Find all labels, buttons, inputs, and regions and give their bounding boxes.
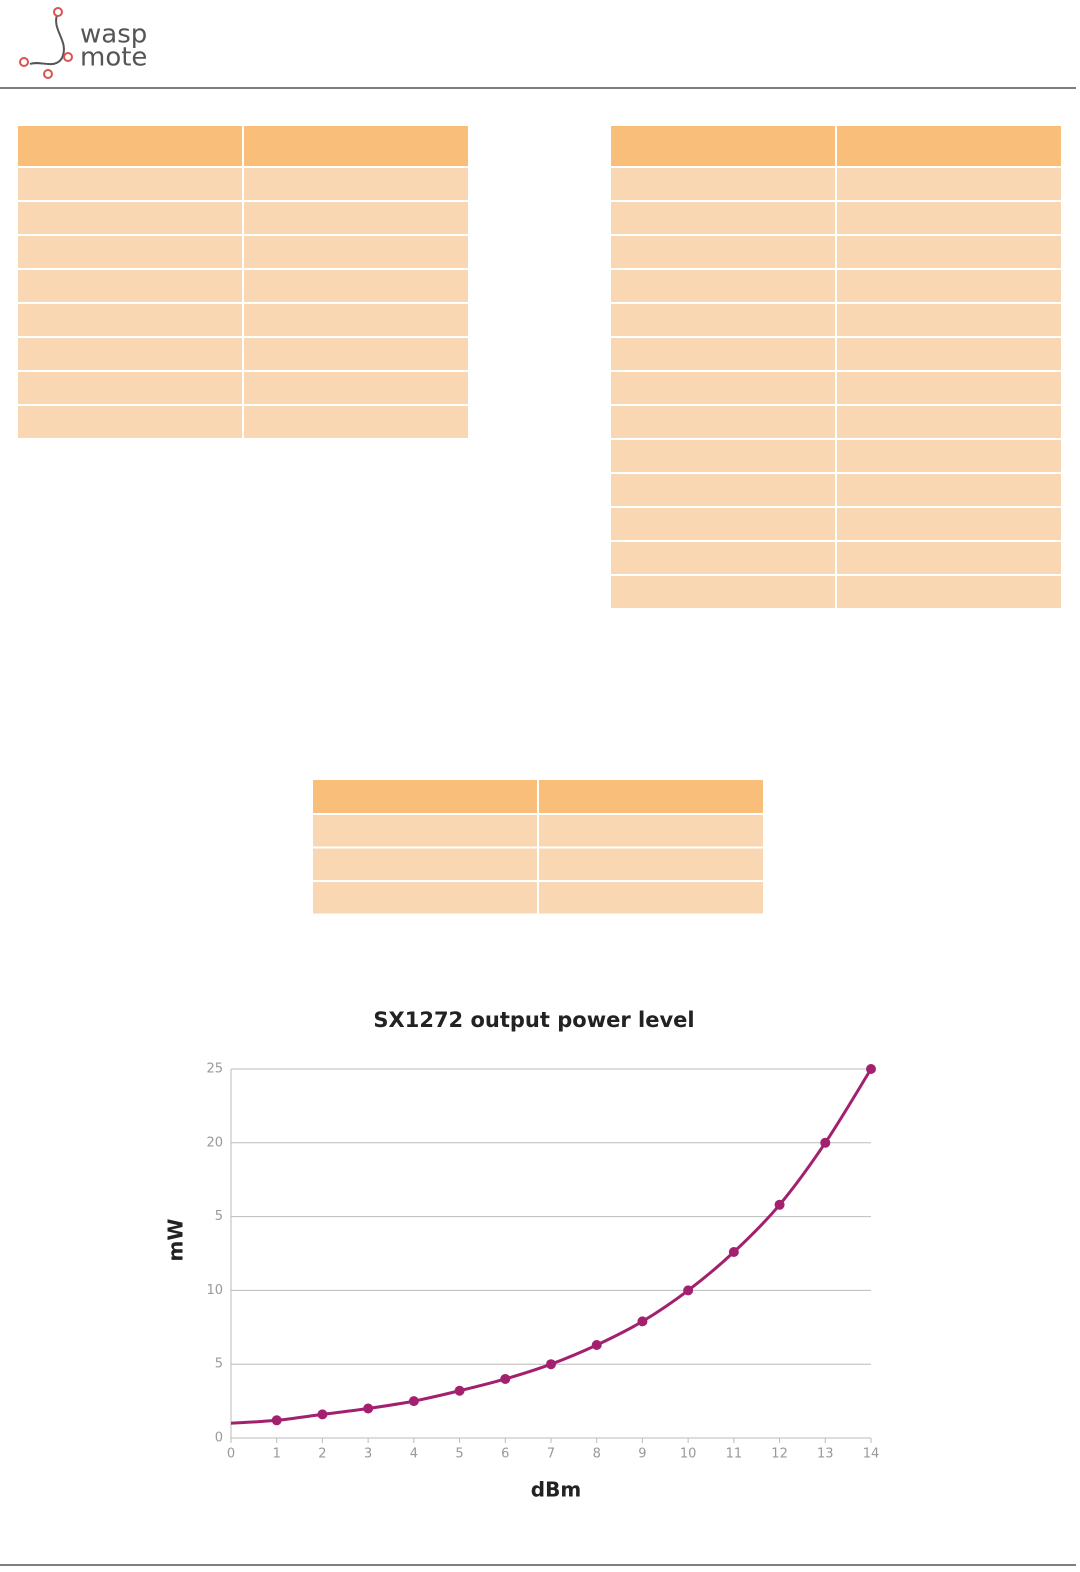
x-tick-label: 4	[410, 1447, 418, 1462]
data-point	[500, 1373, 511, 1384]
logo-dot	[43, 69, 53, 79]
x-axis-label: dBm	[531, 1478, 581, 1502]
x-tick-label: 13	[817, 1447, 834, 1462]
data-point	[728, 1247, 739, 1258]
y-tick-label: 20	[206, 1135, 223, 1150]
x-tick-label: 0	[227, 1447, 235, 1462]
line-series	[230, 1068, 873, 1425]
tables	[18, 126, 1061, 914]
logo-dot	[19, 57, 29, 67]
x-tick-label: 14	[863, 1447, 880, 1462]
logo-dot	[53, 7, 63, 17]
y-tick-label: 0	[215, 1431, 223, 1446]
data-point	[637, 1316, 648, 1327]
x-tick-label: 11	[726, 1447, 743, 1462]
x-tick-label: 12	[771, 1447, 788, 1462]
logo: wasp mote	[19, 7, 147, 79]
x-tick-label: 8	[593, 1447, 601, 1462]
chart-title: SX1272 output power level	[373, 1008, 694, 1032]
y-axis-label: mW	[164, 1219, 188, 1262]
logo-mark	[29, 11, 65, 66]
chart: SX1272 output power level dBm mW 0510520…	[164, 1008, 880, 1502]
logo-dot	[63, 52, 73, 62]
x-tick-label: 6	[501, 1447, 509, 1462]
data-point	[271, 1415, 282, 1426]
x-tick-label: 2	[318, 1447, 326, 1462]
data-point	[866, 1064, 876, 1074]
y-tick-label: 5	[215, 1357, 223, 1372]
x-tick-label: 1	[273, 1447, 281, 1462]
logo-text: wasp	[80, 20, 147, 50]
data-point	[683, 1285, 694, 1296]
x-tick-label: 10	[680, 1447, 697, 1462]
x-tick-label: 3	[364, 1447, 372, 1462]
y-tick-label: 25	[206, 1062, 223, 1077]
data-point	[774, 1199, 785, 1210]
data-point	[363, 1403, 374, 1414]
data-point	[454, 1385, 465, 1396]
data-point	[408, 1396, 419, 1407]
data-point	[820, 1137, 831, 1148]
y-tick-label: 10	[206, 1283, 223, 1298]
logo-text: mote	[80, 43, 147, 73]
data-point	[591, 1340, 602, 1351]
x-tick-label: 5	[455, 1447, 463, 1462]
y-tick-label: 5	[215, 1209, 223, 1224]
x-tick-label: 7	[547, 1447, 555, 1462]
x-tick-label: 9	[638, 1447, 646, 1462]
data-point	[546, 1359, 556, 1370]
data-point	[317, 1409, 328, 1420]
